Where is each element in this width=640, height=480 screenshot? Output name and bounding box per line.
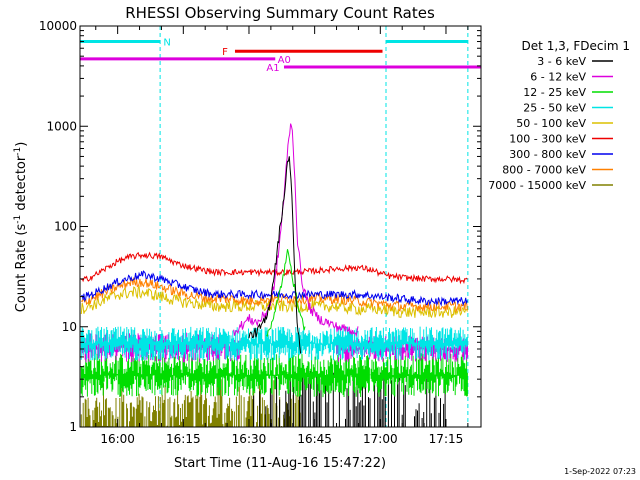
- y-label-sup1: -1: [13, 215, 23, 224]
- series-50-100-kev: [80, 284, 468, 319]
- legend-label: 7000 - 15000 keV: [488, 179, 586, 192]
- y-label-part3: ): [14, 142, 29, 147]
- y-tick-label: 1000: [46, 119, 77, 133]
- legend-label: 6 - 12 keV: [530, 71, 586, 84]
- flag-label-n: N: [163, 38, 170, 49]
- x-tick-label: 17:15: [429, 432, 464, 446]
- y-axis-label: Count Rate (s-1 detector-1): [13, 142, 29, 313]
- x-axis: 16:00 16:15 16:30 16:45 17:00 17:15: [95, 26, 469, 446]
- y-axis: 1 10 100 1000 10000: [39, 19, 481, 434]
- series-3-6-kev-background: [253, 370, 446, 427]
- y-label-sup2: -1: [13, 147, 23, 156]
- series-12-25-kev-flare: [266, 249, 306, 338]
- x-axis-label: Start Time (11-Aug-16 15:47:22): [174, 456, 386, 471]
- x-tick-label: 16:15: [166, 432, 201, 446]
- legend-label: 12 - 25 keV: [523, 86, 586, 99]
- flag-label-a1: A1: [266, 63, 279, 74]
- y-tick-label: 10000: [39, 19, 77, 33]
- series-800-7000-kev: [80, 277, 468, 313]
- noise-layer: [80, 326, 468, 427]
- series-3-6-kev-flare: [248, 156, 302, 354]
- x-tick-label: 16:45: [297, 432, 332, 446]
- series-300-800-kev: [81, 270, 468, 307]
- x-tick-label: 17:00: [363, 432, 398, 446]
- series-12-25-kev-band: [80, 353, 468, 398]
- series-25-50-kev-band: [80, 326, 468, 361]
- y-tick-label: 1: [69, 420, 77, 434]
- x-tick-label: 16:00: [100, 432, 135, 446]
- legend-label: 100 - 300 keV: [509, 133, 586, 146]
- legend-title: Det 1,3, FDecim 1: [522, 39, 630, 53]
- series-6-12-kev-flare: [233, 123, 359, 338]
- y-tick-label: 10: [62, 320, 77, 334]
- series-7000-15000-kev: [80, 378, 301, 427]
- x-tick-label: 16:30: [232, 432, 267, 446]
- chart-title: RHESSI Observing Summary Count Rates: [125, 4, 435, 22]
- night-lines: [79, 26, 469, 427]
- flag-label-f: F: [222, 47, 228, 58]
- y-tick-label: 100: [54, 220, 77, 234]
- legend-label: 800 - 7000 keV: [502, 164, 586, 177]
- timestamp: 1-Sep-2022 07:23: [564, 467, 636, 476]
- legend-label: 3 - 6 keV: [537, 55, 586, 68]
- legend-label: 25 - 50 keV: [523, 102, 586, 115]
- legend-label: 50 - 100 keV: [516, 117, 586, 130]
- legend-label: 300 - 800 keV: [509, 148, 586, 161]
- y-label-part1: Count Rate (s: [14, 224, 29, 313]
- flag-label-a0: A0: [278, 55, 291, 66]
- series-layer: [80, 123, 468, 354]
- y-label-part2: detector: [14, 155, 29, 215]
- legend: 3 - 6 keV 6 - 12 keV 12 - 25 keV 25 - 50 ke…: [488, 55, 613, 192]
